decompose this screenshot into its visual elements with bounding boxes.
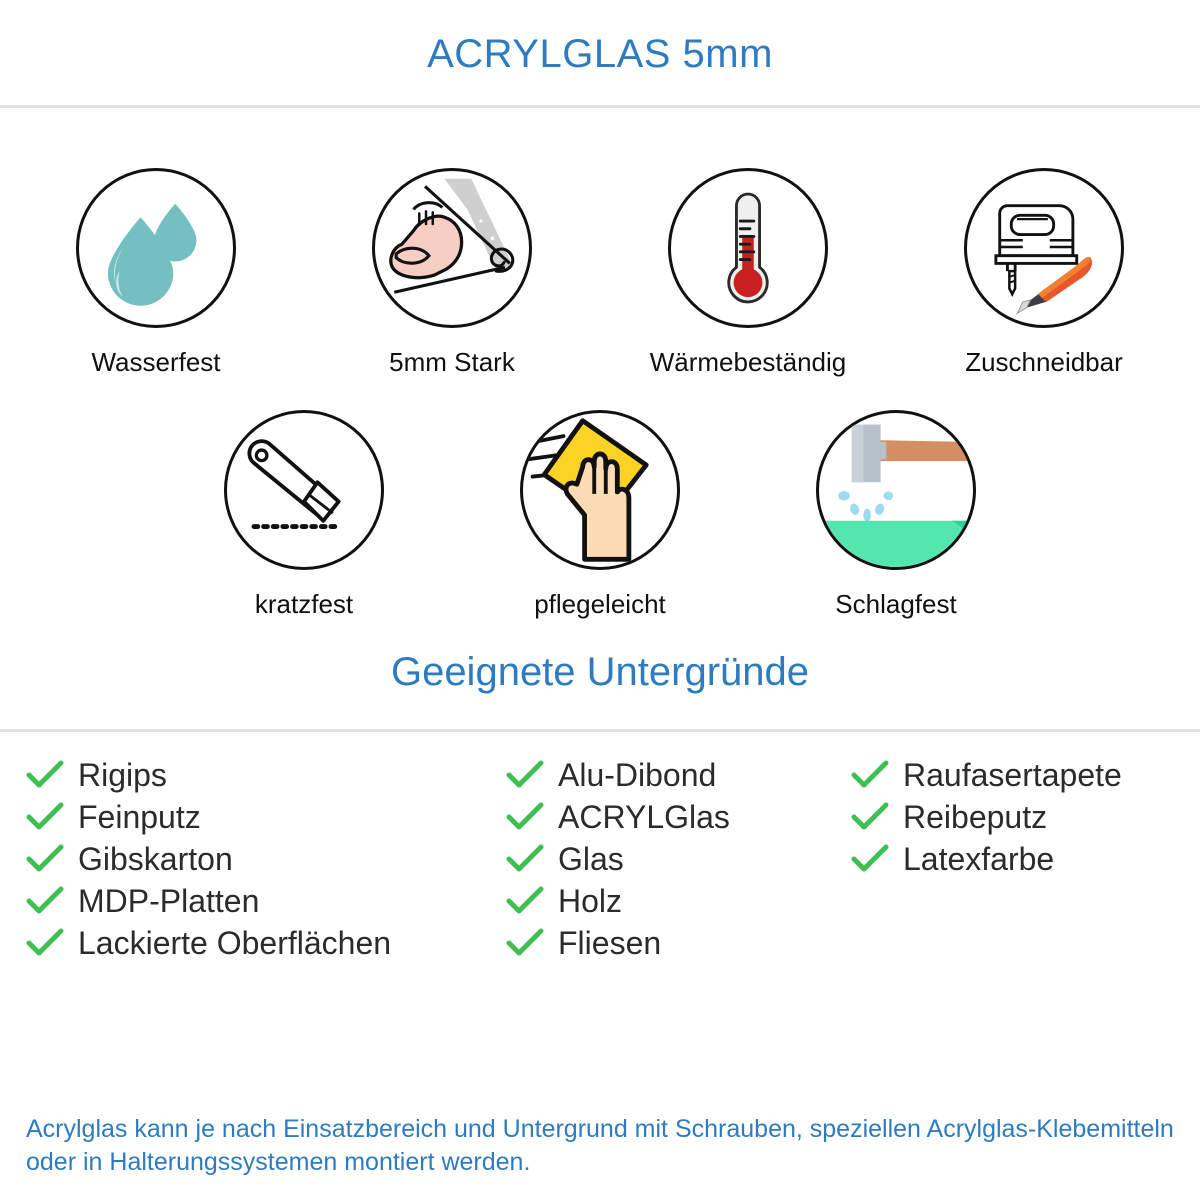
list-item-label: Feinputz	[78, 799, 201, 836]
check-mark-icon	[26, 802, 64, 830]
list-item-label: MDP-Platten	[78, 883, 260, 920]
list-item: Feinputz	[26, 796, 506, 838]
feature-label: pflegeleicht	[534, 588, 666, 619]
page-title: ACRYLGLAS 5mm	[427, 32, 773, 76]
feature-label: 5mm Stark	[389, 347, 515, 377]
feature-row-1: Wasserfest	[0, 168, 1200, 377]
feature-grid: Wasserfest	[0, 108, 1200, 618]
list-item-label: Lackierte Oberflächen	[78, 925, 392, 962]
list-item: Reibeputz	[851, 796, 1191, 838]
list-item: Glas	[506, 838, 851, 880]
check-mark-icon	[506, 928, 544, 956]
list-item-label: Rigips	[78, 757, 167, 794]
list-item-label: Holz	[558, 883, 623, 920]
flexed-bicep-icon	[389, 178, 515, 294]
list-item: Rigips	[26, 754, 506, 796]
feature-zuschneidbar: Zuschneidbar	[918, 168, 1170, 377]
list-item: Holz	[506, 880, 851, 922]
list-item-label: Reibeputz	[903, 799, 1048, 836]
list-item: Alu-Dibond	[506, 754, 851, 796]
list-item: Gibskarton	[26, 838, 506, 880]
list-item: Lackierte Oberflächen	[26, 922, 506, 964]
feature-label: Wärmebeständig	[649, 347, 847, 377]
feature-pflegeleicht: pflegeleicht	[474, 409, 726, 619]
jigsaw-cutter-icon	[994, 204, 1093, 315]
feature-schlagfest: Schlagfest	[770, 409, 1022, 619]
hand-wiping-cloth-icon	[526, 417, 649, 562]
substrates-checklist: Rigips Feinputz Gibskarton MDP-Platten L…	[0, 732, 1200, 964]
check-mark-icon	[851, 844, 889, 872]
cutter-knife-scratch-icon	[247, 438, 343, 529]
feature-icon-circle	[520, 409, 680, 570]
substrates-divider	[0, 729, 1200, 733]
water-drops-icon	[107, 203, 197, 306]
check-mark-icon	[26, 886, 64, 914]
feature-label: Schlagfest	[835, 588, 957, 619]
check-mark-icon	[506, 802, 544, 830]
list-item-label: ACRYLGlas	[558, 799, 730, 836]
check-mark-icon	[506, 886, 544, 914]
feature-icon-circle	[668, 168, 828, 328]
thermometer-icon	[727, 192, 769, 304]
list-item-label: Alu-Dibond	[558, 757, 717, 794]
feature-label: kratzfest	[254, 588, 354, 619]
list-item-label: Latexfarbe	[903, 841, 1055, 878]
substrate-column-3: Raufasertapete Reibeputz Latexfarbe	[851, 754, 1191, 964]
feature-wasserfest: Wasserfest	[30, 168, 282, 377]
feature-icon-circle	[372, 168, 532, 328]
header-divider	[0, 105, 1200, 108]
check-mark-icon	[506, 760, 544, 788]
check-mark-icon	[26, 844, 64, 872]
feature-label: Wasserfest	[91, 347, 221, 377]
check-mark-icon	[851, 802, 889, 830]
feature-icon-circle	[224, 409, 384, 570]
check-mark-icon	[26, 928, 64, 956]
footer-note: Acrylglas kann je nach Einsatzbereich un…	[26, 1115, 1174, 1176]
list-item-label: Glas	[558, 841, 624, 878]
check-mark-icon	[851, 760, 889, 788]
list-item-label: Gibskarton	[78, 841, 233, 878]
feature-label: Zuschneidbar	[965, 347, 1123, 377]
list-item-label: Fliesen	[558, 925, 662, 962]
hammer-impact-icon	[819, 424, 973, 567]
feature-5mm-stark: 5mm Stark	[326, 168, 578, 377]
feature-icon-circle	[964, 168, 1124, 328]
list-item: MDP-Platten	[26, 880, 506, 922]
substrate-column-1: Rigips Feinputz Gibskarton MDP-Platten L…	[26, 754, 506, 964]
check-mark-icon	[26, 760, 64, 788]
feature-kratzfest: kratzfest	[178, 409, 430, 619]
feature-icon-circle	[76, 168, 236, 328]
check-mark-icon	[506, 844, 544, 872]
feature-icon-circle	[816, 409, 976, 570]
list-item: ACRYLGlas	[506, 796, 851, 838]
list-item-label: Raufasertapete	[903, 757, 1122, 794]
feature-row-2: kratzfest	[0, 409, 1200, 619]
list-item: Latexfarbe	[851, 838, 1191, 880]
feature-waermebestaendig: Wärmebeständig	[622, 168, 874, 377]
list-item: Raufasertapete	[851, 754, 1191, 796]
section-title-substrates: Geeignete Untergründe	[390, 650, 810, 695]
substrate-column-2: Alu-Dibond ACRYLGlas Glas Holz Fliesen	[506, 754, 851, 964]
list-item: Fliesen	[506, 922, 851, 964]
